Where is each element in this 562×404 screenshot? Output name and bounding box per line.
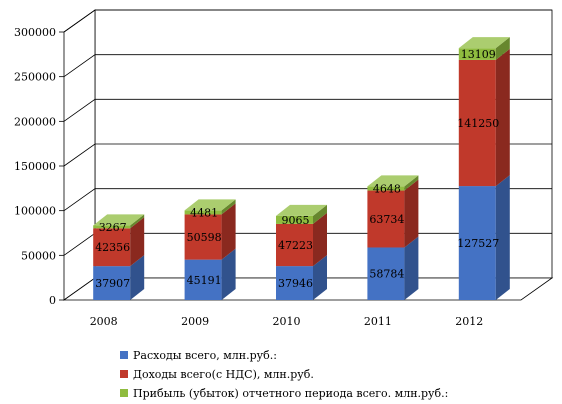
bar-top bbox=[93, 214, 145, 226]
x-tick-label: 2011 bbox=[364, 315, 392, 328]
y-tick-label: 100000 bbox=[14, 205, 56, 218]
bar-segment bbox=[276, 212, 327, 267]
x-tick-label: 2008 bbox=[90, 315, 118, 328]
bar-side bbox=[221, 199, 236, 215]
bar-side bbox=[404, 175, 419, 191]
bar-side bbox=[221, 203, 236, 260]
bars bbox=[93, 37, 510, 300]
bar-segment bbox=[184, 199, 236, 215]
bar-side bbox=[404, 236, 419, 300]
bar-top bbox=[184, 199, 236, 211]
data-label: 127527 bbox=[457, 237, 499, 250]
bar-front bbox=[184, 214, 222, 260]
legend-swatch-income bbox=[120, 370, 128, 378]
bar-segment bbox=[458, 175, 510, 300]
bar-segment bbox=[367, 175, 419, 191]
gridline bbox=[63, 143, 552, 167]
bar-top bbox=[367, 175, 419, 187]
legend-label-income: Доходы всего(с НДС), млн.руб. bbox=[133, 368, 314, 381]
bar-side bbox=[495, 37, 510, 60]
bar-front bbox=[276, 266, 313, 300]
data-labels: 37907 42356 3267 45191 50598 4481 37946 47223 90… bbox=[95, 48, 499, 290]
bar-front bbox=[276, 215, 313, 224]
gridline bbox=[63, 54, 552, 77]
bar-top bbox=[276, 204, 327, 216]
gridline bbox=[63, 9, 552, 33]
bar-segment bbox=[93, 217, 145, 267]
bar-front bbox=[93, 225, 131, 229]
bar-side bbox=[313, 212, 327, 267]
data-label: 50598 bbox=[187, 231, 222, 244]
bar-segment bbox=[93, 255, 145, 300]
bar-front bbox=[93, 266, 131, 300]
legend-label-profit: Прибыль (убыток) отчетного периода всего… bbox=[133, 387, 449, 400]
bar-segment bbox=[184, 248, 236, 300]
data-label: 42356 bbox=[95, 241, 130, 254]
bar-front bbox=[367, 247, 405, 300]
bar-front bbox=[367, 190, 405, 248]
y-tick-label: 150000 bbox=[14, 160, 56, 173]
legend-item-income: Доходы всего(с НДС), млн.руб. bbox=[120, 365, 560, 384]
legend-item-profit: Прибыль (убыток) отчетного периода всего… bbox=[120, 384, 560, 403]
legend-item-expenses: Расходы всего, млн.руб.: bbox=[120, 346, 560, 365]
bar-segment bbox=[276, 255, 327, 300]
data-label: 37946 bbox=[278, 277, 313, 290]
bar-front bbox=[276, 223, 313, 267]
bar-segment bbox=[458, 48, 510, 187]
bar-front bbox=[184, 210, 222, 215]
bar-front bbox=[458, 48, 496, 60]
y-tick-label: 0 bbox=[49, 294, 56, 307]
data-label: 37907 bbox=[95, 277, 130, 290]
data-label: 45191 bbox=[187, 274, 222, 287]
bar-segment bbox=[458, 37, 510, 60]
bar-front bbox=[458, 186, 496, 300]
bar-side bbox=[130, 217, 145, 267]
bar-segment bbox=[367, 236, 419, 300]
data-label: 47223 bbox=[278, 239, 313, 252]
bar-top bbox=[458, 37, 510, 49]
gridline bbox=[63, 98, 552, 122]
data-label: 13109 bbox=[461, 48, 496, 61]
y-tick-label: 50000 bbox=[21, 249, 56, 262]
bar-segment bbox=[276, 204, 327, 224]
x-axis-ticks: 2008 2009 2010 2011 2012 bbox=[90, 315, 484, 328]
bar-front bbox=[367, 186, 405, 191]
bar-side bbox=[495, 48, 510, 187]
data-label: 9065 bbox=[282, 214, 310, 227]
bar-front bbox=[458, 59, 496, 187]
data-label: 58784 bbox=[369, 268, 404, 281]
bar-front bbox=[93, 228, 131, 267]
data-label: 63734 bbox=[369, 213, 404, 226]
legend: Расходы всего, млн.руб.: Доходы всего(с … bbox=[120, 346, 560, 403]
data-label: 141250 bbox=[457, 117, 499, 130]
x-tick-label: 2012 bbox=[455, 315, 483, 328]
bar-segment bbox=[184, 203, 236, 260]
x-tick-label: 2010 bbox=[273, 315, 301, 328]
bar-segment bbox=[93, 214, 145, 229]
data-label: 3267 bbox=[99, 221, 127, 234]
bar-side bbox=[495, 175, 510, 300]
bar-side bbox=[130, 214, 145, 229]
bar-side bbox=[313, 255, 327, 300]
bar-front bbox=[184, 259, 222, 300]
y-tick-label: 300000 bbox=[14, 26, 56, 39]
y-tick-label: 200000 bbox=[14, 115, 56, 128]
legend-label-expenses: Расходы всего, млн.руб.: bbox=[133, 349, 277, 362]
legend-swatch-profit bbox=[120, 389, 128, 397]
data-label: 4481 bbox=[190, 206, 218, 219]
bar-side bbox=[313, 204, 327, 224]
legend-swatch-expenses bbox=[120, 351, 128, 359]
x-tick-label: 2009 bbox=[181, 315, 209, 328]
bar-side bbox=[404, 179, 419, 248]
bar-side bbox=[130, 255, 145, 300]
bar-side bbox=[221, 248, 236, 300]
y-tick-label: 250000 bbox=[14, 71, 56, 84]
y-axis-ticks: 0 50000 100000 150000 200000 250000 300000 bbox=[14, 26, 64, 307]
bar-segment bbox=[367, 179, 419, 248]
data-label: 4648 bbox=[373, 182, 401, 195]
